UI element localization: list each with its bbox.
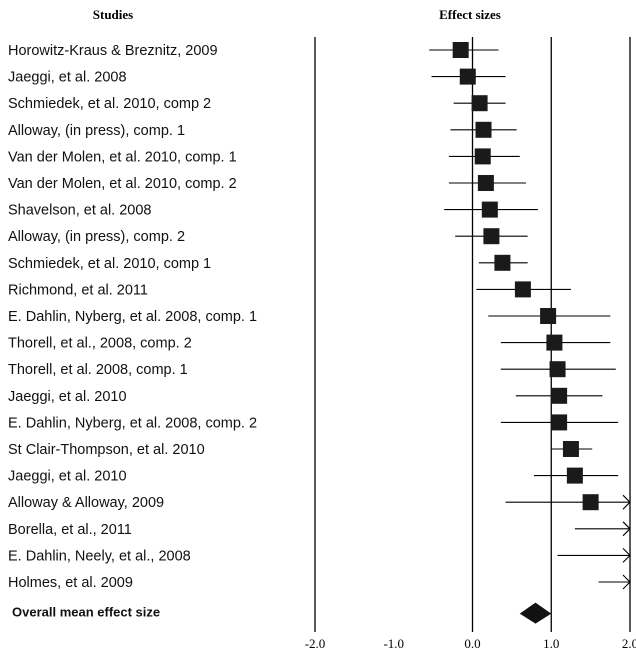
study-label: Alloway, (in press), comp. 1 <box>8 123 185 139</box>
effect-marker <box>551 387 568 404</box>
study-row: Alloway, (in press), comp. 1 <box>8 121 517 139</box>
study-label: Van der Molen, et al. 2010, comp. 2 <box>8 176 237 192</box>
x-tick-label: -1.0 <box>383 636 404 651</box>
x-tick-label: -2.0 <box>305 636 326 651</box>
effect-marker <box>551 414 568 431</box>
truncation-arrow <box>622 574 631 590</box>
study-label: Jaeggi, et al. 2010 <box>8 469 127 485</box>
study-row: Van der Molen, et al. 2010, comp. 2 <box>8 175 527 192</box>
truncation-arrow <box>622 521 631 537</box>
effect-marker <box>582 494 599 511</box>
study-row: E. Dahlin, Nyberg, et al. 2008, comp. 2 <box>8 414 619 431</box>
study-label: E. Dahlin, Nyberg, et al. 2008, comp. 2 <box>8 415 257 431</box>
study-row: Shavelson, et al. 2008 <box>8 201 538 219</box>
effect-marker <box>459 68 476 85</box>
study-row: E. Dahlin, Nyberg, et al. 2008, comp. 1 <box>8 308 611 325</box>
truncation-arrow <box>622 494 631 510</box>
study-label: Horowitz-Kraus & Breznitz, 2009 <box>8 43 218 59</box>
study-row: E. Dahlin, Neely, et al., 2008 <box>8 548 631 564</box>
study-row: St Clair-Thompson, et al. 2010 <box>8 441 593 458</box>
effect-marker <box>474 148 491 165</box>
study-label: Thorell, et al., 2008, comp. 2 <box>8 336 192 352</box>
effect-marker <box>562 441 579 457</box>
study-row: Thorell, et al., 2008, comp. 2 <box>8 334 611 352</box>
study-label: Jaeggi, et al. 2008 <box>8 70 127 86</box>
x-tick-label: 0.0 <box>464 636 480 651</box>
study-label: St Clair-Thompson, et al. 2010 <box>8 442 205 458</box>
study-row: Schmiedek, et al. 2010, comp 1 <box>8 254 528 272</box>
overall-row: Overall mean effect size <box>12 602 552 624</box>
study-row: Alloway, (in press), comp. 2 <box>8 228 528 245</box>
study-rows: Horowitz-Kraus & Breznitz, 2009 Jaeggi, e… <box>8 42 631 591</box>
study-row: Horowitz-Kraus & Breznitz, 2009 <box>8 42 499 59</box>
study-row: Holmes, et al. 2009 <box>8 574 631 591</box>
effect-marker <box>481 201 498 218</box>
x-tick-label: 2.0 <box>622 636 636 651</box>
study-row: Schmiedek, et al. 2010, comp 2 <box>8 95 506 112</box>
study-row: Jaeggi, et al. 2010 <box>8 467 619 485</box>
studies-column-header: Studies <box>93 7 133 22</box>
study-row: Jaeggi, et al. 2008 <box>8 68 506 86</box>
effect-marker <box>483 228 500 245</box>
effect-marker <box>540 308 557 324</box>
study-label: E. Dahlin, Neely, et al., 2008 <box>8 548 191 564</box>
study-row: Alloway & Alloway, 2009 <box>8 494 631 511</box>
effect-marker <box>514 281 531 298</box>
study-label: Schmiedek, et al. 2010, comp 1 <box>8 256 211 272</box>
effect-marker <box>471 95 488 112</box>
study-label: Richmond, et al. 2011 <box>8 282 148 298</box>
truncation-arrow <box>622 548 631 563</box>
x-tick-label: 1.0 <box>543 636 559 651</box>
study-label: Shavelson, et al. 2008 <box>8 203 152 219</box>
study-label: Holmes, et al. 2009 <box>8 575 133 591</box>
effect-marker <box>566 467 583 484</box>
effect-marker <box>475 121 492 138</box>
effect-marker <box>452 42 469 58</box>
study-row: Thorell, et al. 2008, comp. 1 <box>8 361 616 378</box>
study-label: E. Dahlin, Nyberg, et al. 2008, comp. 1 <box>8 309 257 325</box>
study-row: Jaeggi, et al. 2010 <box>8 387 603 405</box>
study-label: Schmiedek, et al. 2010, comp 2 <box>8 96 211 112</box>
overall-diamond <box>519 602 552 624</box>
study-label: Jaeggi, et al. 2010 <box>8 389 127 405</box>
study-row: Richmond, et al. 2011 <box>8 281 571 298</box>
reference-lines <box>314 37 631 632</box>
study-label: Alloway, (in press), comp. 2 <box>8 229 185 245</box>
study-label: Thorell, et al. 2008, comp. 1 <box>8 362 188 378</box>
study-label: Borella, et al., 2011 <box>8 522 132 538</box>
study-row: Borella, et al., 2011 <box>8 521 631 538</box>
effect-marker <box>549 361 566 378</box>
effect-sizes-column-header: Effect sizes <box>439 7 501 22</box>
study-label: Alloway & Alloway, 2009 <box>8 495 164 511</box>
effect-marker <box>546 334 563 351</box>
x-axis-ticks: -2.0 -1.0 0.0 1.0 2.0 <box>305 636 636 651</box>
overall-label: Overall mean effect size <box>12 605 160 620</box>
effect-marker <box>494 254 511 271</box>
effect-marker <box>477 175 494 191</box>
study-label: Van der Molen, et al. 2010, comp. 1 <box>8 149 237 165</box>
study-row: Van der Molen, et al. 2010, comp. 1 <box>8 148 520 165</box>
